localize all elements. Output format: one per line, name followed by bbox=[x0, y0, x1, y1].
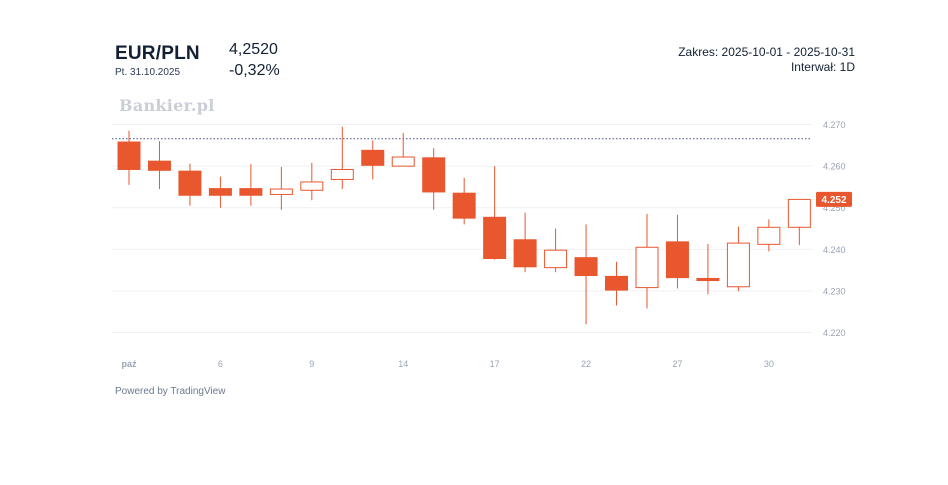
candle-body bbox=[269, 188, 293, 195]
candle-2025-10-29 bbox=[726, 226, 750, 292]
chart-interval: Interwał: 1D bbox=[790, 60, 855, 74]
x-tick-label-14: 14 bbox=[398, 359, 408, 369]
candle-body bbox=[787, 198, 811, 228]
candle-2025-10-24 bbox=[635, 213, 659, 309]
candle-body bbox=[330, 168, 354, 180]
candle-body bbox=[757, 226, 781, 245]
candle-2025-10-09 bbox=[300, 162, 324, 201]
candle-body bbox=[117, 141, 141, 170]
candle-2025-10-03 bbox=[178, 163, 202, 206]
candle-body bbox=[391, 156, 415, 167]
candle-body bbox=[361, 149, 385, 166]
x-tick-label-30: 30 bbox=[764, 359, 774, 369]
candle-2025-10-07 bbox=[239, 164, 263, 206]
x-tick-label-6: 6 bbox=[218, 359, 223, 369]
candle-2025-10-31 bbox=[787, 198, 811, 246]
y-tick-label-4.270: 4.270 bbox=[823, 120, 846, 130]
x-tick-label-22: 22 bbox=[581, 359, 591, 369]
candle-2025-10-06 bbox=[208, 176, 232, 208]
candle-2025-10-23 bbox=[605, 261, 629, 306]
y-tick-label-4.240: 4.240 bbox=[823, 245, 846, 255]
x-tick-label-27: 27 bbox=[672, 359, 682, 369]
candle-body bbox=[300, 181, 324, 191]
candle-2025-10-27 bbox=[665, 214, 689, 289]
candle-body bbox=[147, 160, 171, 171]
x-tick-label-17: 17 bbox=[490, 359, 500, 369]
candle-body bbox=[544, 249, 568, 269]
candle-body bbox=[208, 188, 232, 196]
candle-body bbox=[452, 192, 476, 219]
instrument-symbol: EUR/PLN bbox=[115, 43, 200, 64]
candle-body bbox=[635, 246, 659, 289]
candle-body bbox=[178, 170, 202, 196]
candle-body bbox=[726, 242, 750, 288]
candle-2025-10-02 bbox=[147, 141, 171, 190]
candle-body bbox=[665, 241, 689, 279]
candle-body bbox=[696, 277, 720, 282]
chart-gridlines bbox=[112, 124, 812, 334]
quote-date: Pt. 31.10.2025 bbox=[115, 67, 181, 78]
candle-2025-10-21 bbox=[544, 228, 568, 273]
candle-body bbox=[574, 257, 598, 277]
date-range: Zakres: 2025-10-01 - 2025-10-31 bbox=[678, 45, 855, 59]
y-axis: 4.220 4.230 4.240 4.250 4.260 4.270 bbox=[823, 120, 846, 338]
candle-body bbox=[513, 239, 537, 268]
last-price-marker: 4.252 bbox=[816, 191, 852, 207]
candle-body bbox=[605, 275, 629, 291]
candle-2025-10-16 bbox=[452, 177, 476, 225]
candle-2025-10-22 bbox=[574, 224, 598, 325]
y-tick-label-4.260: 4.260 bbox=[823, 162, 846, 172]
candle-body bbox=[239, 188, 263, 196]
candle-body bbox=[422, 157, 446, 193]
candles-group bbox=[117, 126, 811, 325]
candle-2025-10-28 bbox=[696, 243, 720, 295]
candle-2025-10-10 bbox=[330, 126, 354, 190]
candle-2025-10-15 bbox=[422, 148, 446, 210]
candle-2025-10-30 bbox=[757, 219, 781, 252]
x-tick-label-paź: paź bbox=[121, 359, 137, 369]
candle-2025-10-14 bbox=[391, 132, 415, 167]
instrument-header: EUR/PLN Pt. 31.10.2025 4,2520 -0,32% Zak… bbox=[115, 40, 855, 84]
y-tick-label-4.230: 4.230 bbox=[823, 286, 846, 296]
price-change-percent: -0,32% bbox=[229, 62, 280, 79]
candle-2025-10-20 bbox=[513, 212, 537, 273]
last-price: 4,2520 bbox=[229, 41, 278, 58]
candle-2025-10-01 bbox=[117, 130, 141, 185]
x-axis: paź 6 9 14 17 22 27 30 bbox=[121, 359, 773, 369]
candle-2025-10-13 bbox=[361, 140, 385, 180]
x-tick-label-9: 9 bbox=[309, 359, 314, 369]
last-price-badge-label: 4.252 bbox=[821, 195, 846, 206]
y-tick-label-4.250: 4.250 bbox=[823, 203, 846, 213]
powered-by-tradingview[interactable]: Powered by TradingView bbox=[115, 386, 226, 397]
candle-body bbox=[483, 216, 507, 259]
bankier-watermark-logo: Bankier.pl bbox=[119, 96, 215, 115]
candle-2025-10-17 bbox=[483, 166, 507, 260]
last-price-badge bbox=[816, 191, 852, 207]
candle-2025-10-08 bbox=[269, 166, 293, 210]
y-tick-label-4.220: 4.220 bbox=[823, 328, 846, 338]
